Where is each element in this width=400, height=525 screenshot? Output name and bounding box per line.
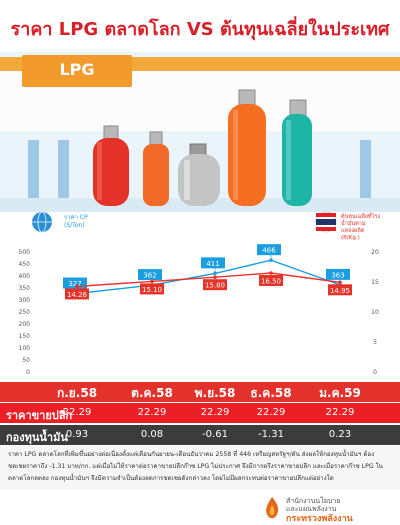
left-axis-tick-label: 400 — [19, 273, 31, 280]
logo-line-2: และแผนพลังงาน — [286, 505, 337, 513]
retail-price-value: 22.29 — [325, 407, 355, 418]
right-axis-tick-label: 10 — [371, 309, 379, 316]
gas-cylinder-red — [93, 125, 129, 206]
page-title: ราคา LPG ตลาดโลก VS ต้นทุนเฉลี่ยในประเทศ — [10, 19, 390, 40]
data-label-box — [201, 257, 225, 269]
data-point — [338, 280, 342, 285]
right-legend-line-2: น้ำมันตาม — [341, 219, 366, 227]
right-axis-tick-label: 0 — [373, 369, 377, 376]
data-label: 327 — [68, 280, 81, 288]
store-pillar — [58, 140, 69, 210]
left-axis-tick-label: 350 — [19, 285, 31, 292]
retail-price-value: 22.29 — [62, 407, 92, 418]
oil-fund-row: กองทุนน้ำมัน 0.93 0.08 -0.61 -1.31 0.23 — [0, 425, 400, 445]
left-axis-tick-label: 450 — [19, 261, 31, 268]
left-axis-tick-label: 100 — [19, 345, 31, 352]
gas-cylinder-teal — [282, 99, 312, 206]
month-label: ธ.ค.58 — [250, 386, 292, 400]
lpg-sign — [22, 55, 132, 87]
gas-cylinder-grey — [178, 143, 220, 206]
left-axis-tick-label: 150 — [19, 333, 31, 340]
left-legend-line-2: (S/Ton) — [64, 222, 85, 229]
oil-fund-value: 0.08 — [140, 429, 164, 440]
left-axis-tick-label: 250 — [19, 309, 31, 316]
right-axis-tick-label: 15 — [371, 279, 379, 286]
data-point — [269, 271, 273, 275]
retail-price-value: 22.29 — [256, 407, 286, 418]
data-label: 14.95 — [330, 287, 350, 295]
oil-fund-value: 0.23 — [328, 429, 352, 440]
data-label-box — [259, 275, 283, 286]
note-text: ราคา LPG ตลาดโลกที่เพิ่มขึ้นอย่างต่อเนื่… — [8, 451, 383, 482]
month-label: ม.ค.59 — [319, 386, 361, 400]
right-axis-tick-label: 5 — [373, 339, 377, 346]
store-pillar — [360, 140, 371, 210]
data-label-box — [65, 288, 89, 300]
flame-logo-icon — [266, 497, 279, 519]
month-label: ก.ย.58 — [56, 386, 98, 400]
left-axis-tick-label: 0 — [26, 369, 30, 376]
retail-price-value: 22.29 — [137, 407, 167, 418]
gas-cylinders — [93, 89, 312, 206]
gas-cylinder-orange-tall — [228, 89, 266, 206]
data-label-box — [328, 284, 352, 296]
retail-price-label: ราคาขายปลีก — [6, 409, 73, 422]
data-label-box — [257, 244, 281, 256]
oil-fund-value: 0.93 — [65, 429, 89, 440]
month-band: ก.ย.58 ต.ค.58 พ.ย.58 ธ.ค.58 ม.ค.59 — [0, 382, 400, 402]
data-point — [213, 275, 217, 279]
left-axis-tick-label: 50 — [22, 357, 30, 364]
data-label-box — [63, 277, 87, 289]
lpg-store-illustration: LPG — [0, 52, 400, 212]
logo-line-1: สำนักงานนโยบาย — [286, 497, 341, 505]
thailand-flag-icon — [315, 211, 337, 233]
store-pillar — [28, 140, 39, 210]
data-label: 16.50 — [261, 278, 281, 286]
logo-line-3: กระทรวงพลังงาน — [286, 514, 353, 524]
data-label: 411 — [206, 260, 219, 268]
oil-fund-value: -0.61 — [202, 429, 228, 440]
right-legend-line-4: (B/Kg.) — [341, 235, 360, 241]
data-label-box — [138, 269, 162, 281]
retail-price-row: ราคาขายปลีก 22.29 22.29 22.29 22.29 22.29 — [0, 403, 400, 423]
globe-icon — [32, 211, 52, 233]
right-legend-line-3: แหล่งผลิต — [341, 227, 365, 234]
data-label-box — [140, 283, 164, 295]
data-label-box — [326, 268, 350, 280]
data-label: 466 — [262, 247, 276, 255]
data-point — [150, 279, 154, 284]
gas-cylinder-orange-small — [143, 131, 169, 206]
right-axis-tick-label: 20 — [371, 249, 379, 256]
left-legend-line-1: ราคา CP — [64, 214, 88, 221]
left-axis-tick-label: 500 — [19, 249, 31, 256]
left-axis-tick-label: 200 — [19, 321, 31, 328]
data-label: 15.80 — [205, 282, 225, 290]
oil-fund-label: กองทุนน้ำมัน — [6, 431, 68, 444]
month-label: ต.ค.58 — [131, 386, 173, 400]
lpg-sign-label: LPG — [59, 60, 95, 79]
note-box: ราคา LPG ตลาดโลกที่เพิ่มขึ้นอย่างต่อเนื่… — [0, 446, 400, 490]
data-point — [75, 284, 79, 289]
lpg-price-chart: ราคา CP (S/Ton) ต้นทุนเฉลี่ยที่โรง น้ำมั… — [19, 211, 380, 376]
data-label: 15.10 — [142, 286, 162, 294]
data-label: 14.26 — [67, 291, 88, 299]
data-label: 363 — [331, 271, 344, 279]
data-label: 362 — [143, 272, 156, 280]
left-axis-tick-label: 300 — [19, 297, 31, 304]
data-label-box — [203, 279, 227, 291]
oil-fund-value: -1.31 — [258, 429, 284, 440]
retail-price-value: 22.29 — [200, 407, 230, 418]
month-label: พ.ย.58 — [194, 386, 236, 400]
right-legend-line-1: ต้นทุนเฉลี่ยที่โรง — [341, 212, 380, 220]
